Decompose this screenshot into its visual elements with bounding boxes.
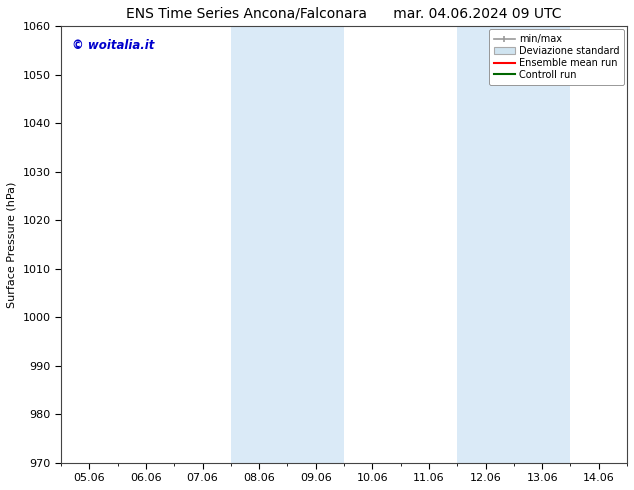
Bar [457, 26, 514, 463]
Text: © woitalia.it: © woitalia.it [72, 39, 155, 52]
Title: ENS Time Series Ancona/Falconara      mar. 04.06.2024 09 UTC: ENS Time Series Ancona/Falconara mar. 04… [126, 7, 562, 21]
Bar [231, 26, 287, 463]
Bar [287, 26, 344, 463]
Bar [514, 26, 571, 463]
Y-axis label: Surface Pressure (hPa): Surface Pressure (hPa) [7, 181, 17, 308]
Legend: min/max, Deviazione standard, Ensemble mean run, Controll run: min/max, Deviazione standard, Ensemble m… [489, 29, 624, 85]
